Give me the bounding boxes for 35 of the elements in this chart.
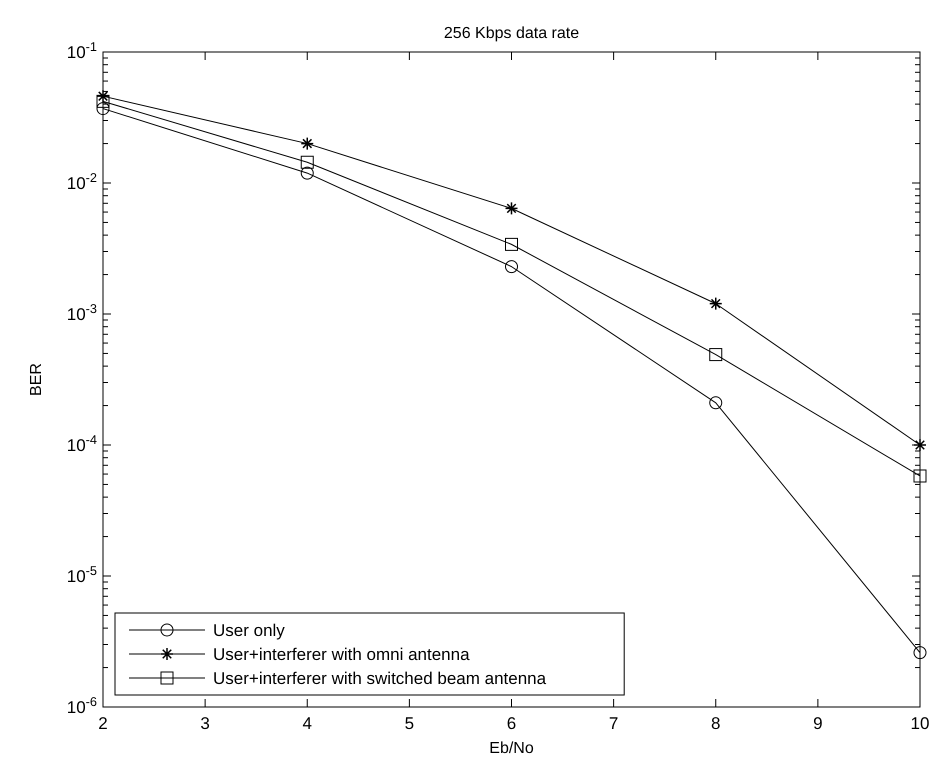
point [709,396,722,410]
point [505,238,518,251]
chart-title: 256 Kbps data rate [444,25,580,42]
legend-label: User+interferer with switched beam antenna [213,669,547,688]
point [300,156,314,169]
x-tick-label: 3 [200,714,210,733]
x-tick-label: 9 [813,714,823,733]
y-axis-title: BER [28,363,45,396]
y-tick-label: 10$^{-5}$ [66,562,97,586]
point [96,102,110,116]
x-tick-label: 7 [608,714,618,733]
point [300,136,314,150]
point [96,89,110,103]
point [709,296,722,310]
x-tick-label: 4 [302,714,312,733]
point [96,94,110,108]
x-tick-label: 10 [910,714,930,733]
point [914,646,926,660]
point [300,166,314,180]
x-tick-label: 6 [506,714,516,733]
point [504,202,518,216]
x-axis-title: Eb/No [489,740,534,757]
y-tick-label: 10$^{-2}$ [66,170,97,193]
x-tick-label: 2 [98,714,108,733]
point [914,469,926,482]
point [505,260,518,274]
legend-label: User only [213,621,286,640]
x-tick-label: 5 [404,714,414,733]
y-tick-label: 10$^{-4}$ [66,432,97,455]
y-tick-label: 10$^{-3}$ [66,300,97,324]
x-tick-label: 8 [711,714,720,733]
y-tick-label: 10$^{-6}$ [66,694,97,717]
point [709,348,722,362]
legend-label: User+interferer with omni antenna [213,645,470,664]
y-tick-label: 10$^{-1}$ [66,38,97,62]
